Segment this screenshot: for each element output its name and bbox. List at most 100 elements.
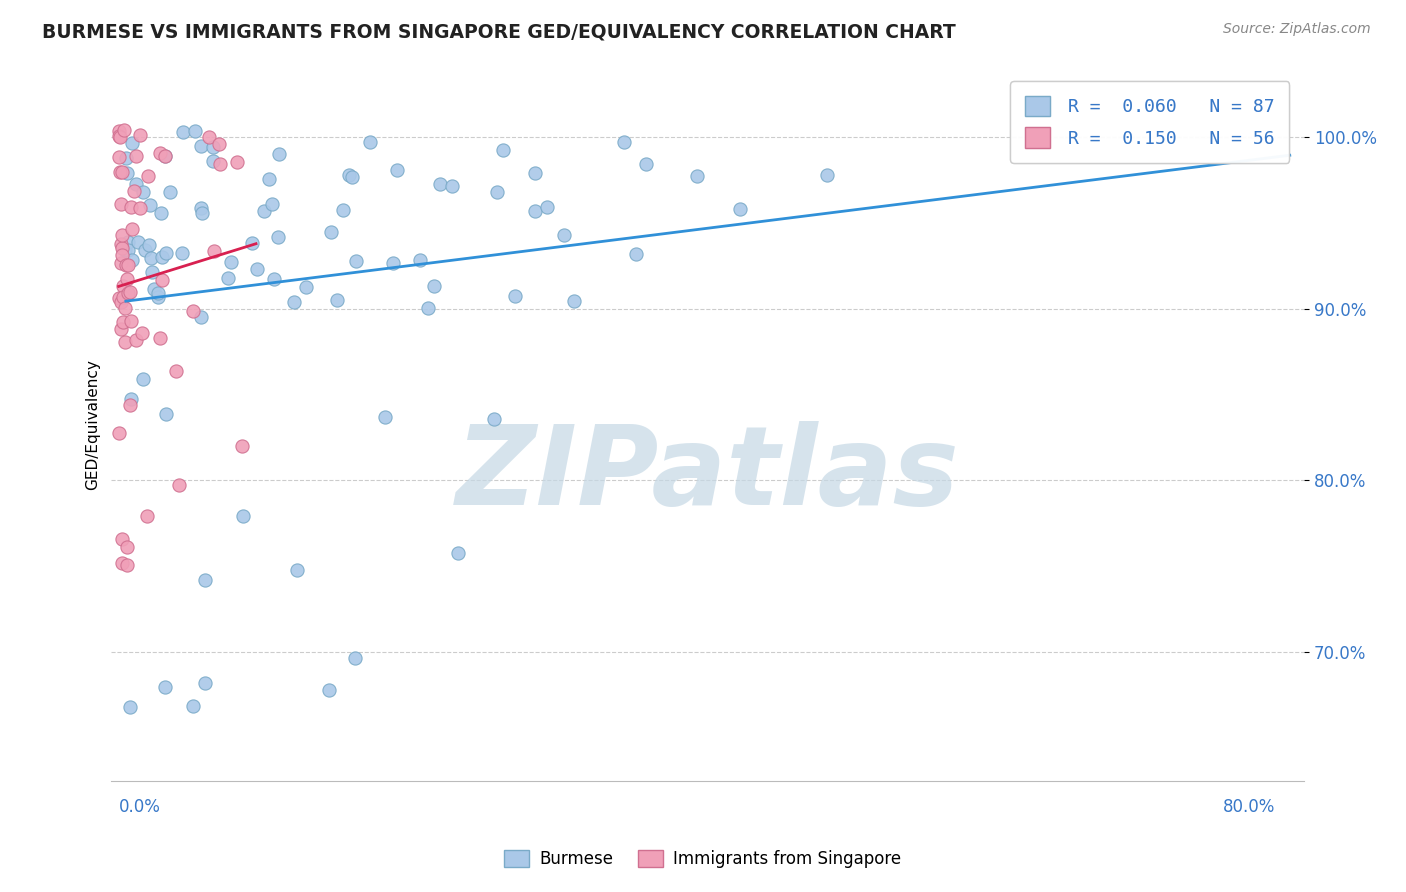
- Point: [523, 203, 546, 218]
- Point: [321, 225, 343, 239]
- Point: [194, 573, 217, 587]
- Point: [117, 243, 139, 257]
- Point: [283, 295, 305, 310]
- Point: [183, 698, 205, 713]
- Point: [110, 255, 132, 269]
- Point: [131, 326, 153, 341]
- Point: [208, 136, 231, 151]
- Point: [231, 439, 253, 453]
- Point: [110, 321, 132, 335]
- Point: [146, 290, 169, 304]
- Point: [257, 172, 280, 186]
- Point: [340, 170, 363, 185]
- Point: [285, 563, 308, 577]
- Point: [294, 280, 316, 294]
- Point: [201, 140, 224, 154]
- Point: [485, 185, 508, 199]
- Point: [120, 392, 142, 406]
- Point: [108, 426, 131, 441]
- Point: [142, 282, 165, 296]
- Point: [114, 243, 136, 257]
- Point: [150, 250, 173, 264]
- Point: [201, 153, 224, 168]
- Point: [121, 221, 143, 235]
- Point: [118, 699, 141, 714]
- Point: [686, 169, 709, 183]
- Point: [135, 508, 157, 523]
- Point: [332, 202, 354, 217]
- Point: [190, 310, 212, 324]
- Point: [111, 228, 134, 243]
- Point: [441, 178, 464, 193]
- Point: [114, 301, 136, 316]
- Point: [263, 272, 285, 286]
- Point: [172, 125, 194, 139]
- Point: [536, 200, 558, 214]
- Point: [132, 185, 155, 199]
- Point: [815, 169, 838, 183]
- Point: [141, 265, 163, 279]
- Point: [165, 364, 187, 378]
- Point: [202, 244, 225, 258]
- Point: [112, 123, 135, 137]
- Point: [112, 290, 135, 304]
- Point: [242, 235, 264, 250]
- Point: [209, 157, 232, 171]
- Point: [111, 278, 134, 293]
- Point: [190, 139, 212, 153]
- Y-axis label: GED/Equivalency: GED/Equivalency: [86, 359, 100, 490]
- Point: [170, 246, 193, 260]
- Point: [110, 165, 132, 179]
- Point: [246, 261, 269, 276]
- Point: [326, 293, 349, 307]
- Point: [343, 651, 366, 665]
- Point: [613, 135, 636, 149]
- Point: [121, 252, 143, 267]
- Point: [624, 246, 647, 260]
- Point: [429, 177, 451, 191]
- Point: [125, 333, 148, 347]
- Point: [190, 201, 212, 215]
- Point: [111, 165, 134, 179]
- Point: [381, 256, 404, 270]
- Point: [253, 203, 276, 218]
- Point: [190, 206, 212, 220]
- Point: [139, 251, 162, 265]
- Point: [136, 169, 159, 184]
- Legend: Burmese, Immigrants from Singapore: Burmese, Immigrants from Singapore: [498, 843, 908, 875]
- Point: [149, 330, 172, 344]
- Text: ZIPatlas: ZIPatlas: [456, 421, 960, 528]
- Point: [127, 235, 149, 249]
- Point: [359, 135, 381, 149]
- Point: [108, 292, 131, 306]
- Point: [523, 166, 546, 180]
- Point: [110, 241, 132, 255]
- Point: [110, 196, 132, 211]
- Point: [159, 186, 181, 200]
- Point: [134, 244, 156, 258]
- Point: [110, 237, 132, 252]
- Point: [155, 680, 177, 694]
- Point: [423, 279, 446, 293]
- Point: [146, 285, 169, 300]
- Point: [110, 295, 132, 310]
- Point: [503, 289, 526, 303]
- Point: [117, 235, 139, 250]
- Point: [562, 294, 585, 309]
- Point: [226, 154, 249, 169]
- Point: [553, 227, 575, 242]
- Text: 80.0%: 80.0%: [1223, 797, 1275, 815]
- Point: [385, 163, 408, 178]
- Point: [183, 124, 205, 138]
- Point: [374, 410, 396, 425]
- Text: 0.0%: 0.0%: [118, 797, 160, 815]
- Point: [730, 202, 752, 216]
- Point: [108, 124, 131, 138]
- Point: [108, 128, 131, 143]
- Point: [150, 273, 173, 287]
- Point: [108, 129, 131, 144]
- Point: [149, 206, 172, 220]
- Point: [267, 147, 290, 161]
- Point: [111, 248, 134, 262]
- Point: [120, 285, 142, 300]
